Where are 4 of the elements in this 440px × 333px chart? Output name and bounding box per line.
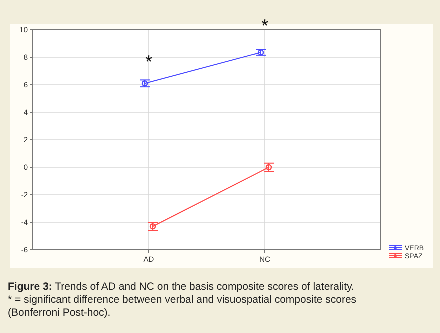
annotation: * [145,52,153,72]
text: * = significant difference between verbal and visuospatial composite scores (Bonferroni Post-hoc). [8,294,357,319]
annotation: * [261,16,269,36]
caption: Figure 3: Trends of AD and NC on the basis composite scores of laterality. [8,281,354,293]
